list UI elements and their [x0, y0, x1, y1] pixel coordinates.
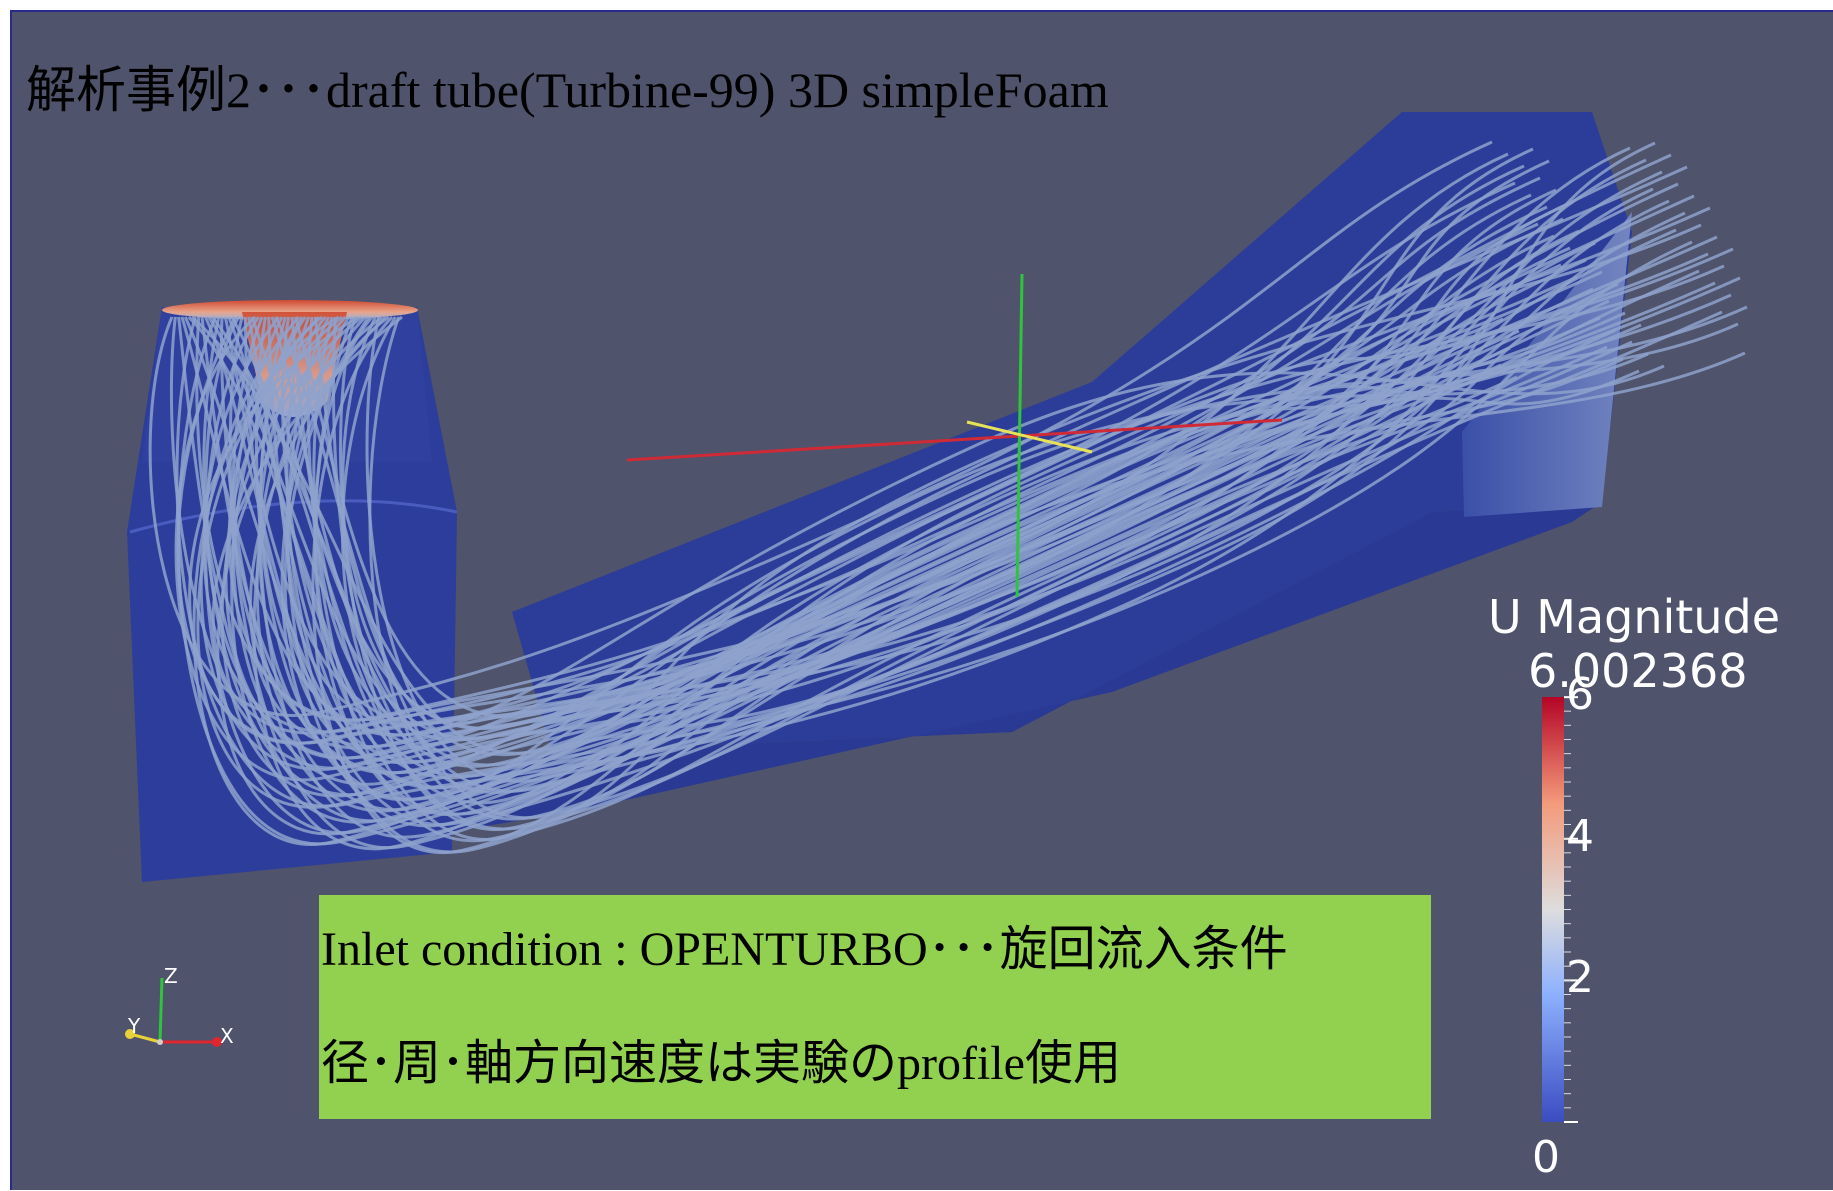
probe-line-y [966, 420, 1093, 454]
velocity-profile-text: 径･周･軸方向速度は実験のprofile使用 [321, 1037, 1121, 1090]
streamlines [148, 140, 1748, 854]
streamline [148, 140, 1493, 717]
flow-visualization [125, 112, 1748, 1123]
color-legend-tick-label: 0 [1532, 1132, 1560, 1183]
probe-crosshair [626, 273, 1283, 598]
inlet-condition-text: Inlet condition : OPENTURBO･･･旋回流入条件 [321, 923, 1288, 976]
color-legend-tick-label: 6 [1566, 669, 1594, 721]
streamline [196, 264, 1725, 809]
streamline [227, 305, 1748, 722]
probe-line-x [626, 418, 1283, 462]
streamline [341, 241, 1596, 730]
streamline [211, 315, 1520, 735]
streamline [259, 316, 1633, 737]
draft-tube-diffuser-floor [142, 502, 1602, 882]
streamline [248, 315, 1665, 750]
streamline [368, 288, 1497, 821]
streamline [283, 159, 1550, 765]
streamline [252, 315, 1527, 851]
render-viewport[interactable]: Z Y X 解析事例2･･･draft tube(Turbine-99) 3D … [10, 10, 1833, 1190]
orientation-axis-y [129, 1032, 161, 1044]
color-legend-max-value: 6.002368 [1528, 644, 1748, 698]
slide-title: 解析事例2･･･draft tube(Turbine-99) 3D simple… [26, 62, 1109, 118]
orientation-axis-origin [157, 1039, 163, 1045]
streamline [286, 147, 1534, 828]
inlet-condition-box: Inlet condition : OPENTURBO･･･旋回流入条件 径･周… [319, 895, 1431, 1119]
color-legend [1542, 696, 1578, 1123]
color-legend-tick-label: 4 [1566, 810, 1594, 862]
streamline [311, 206, 1711, 854]
color-legend-ticks [1564, 696, 1578, 1123]
streamline [280, 165, 1688, 802]
orientation-axes [125, 977, 222, 1047]
orientation-axis-y-label: Y [128, 1014, 141, 1038]
orientation-axis-y-tip [125, 1029, 135, 1039]
streamline [339, 235, 1718, 832]
draft-tube-inlet [162, 300, 418, 320]
streamline [332, 229, 1580, 794]
orientation-axis-z-label: Z [164, 964, 178, 988]
orientation-axis-z [158, 977, 164, 1043]
orientation-axis-x-tip [212, 1037, 222, 1047]
color-legend-title: U Magnitude [1488, 590, 1780, 644]
streamline [313, 194, 1695, 779]
orientation-axis-x-label: X [220, 1024, 234, 1048]
streamline [192, 270, 1603, 846]
streamline [274, 211, 1686, 820]
streamline [188, 276, 1741, 745]
color-legend-bar [1542, 697, 1564, 1122]
streamline [340, 247, 1734, 768]
color-legend-tick-label: 2 [1566, 952, 1594, 1004]
